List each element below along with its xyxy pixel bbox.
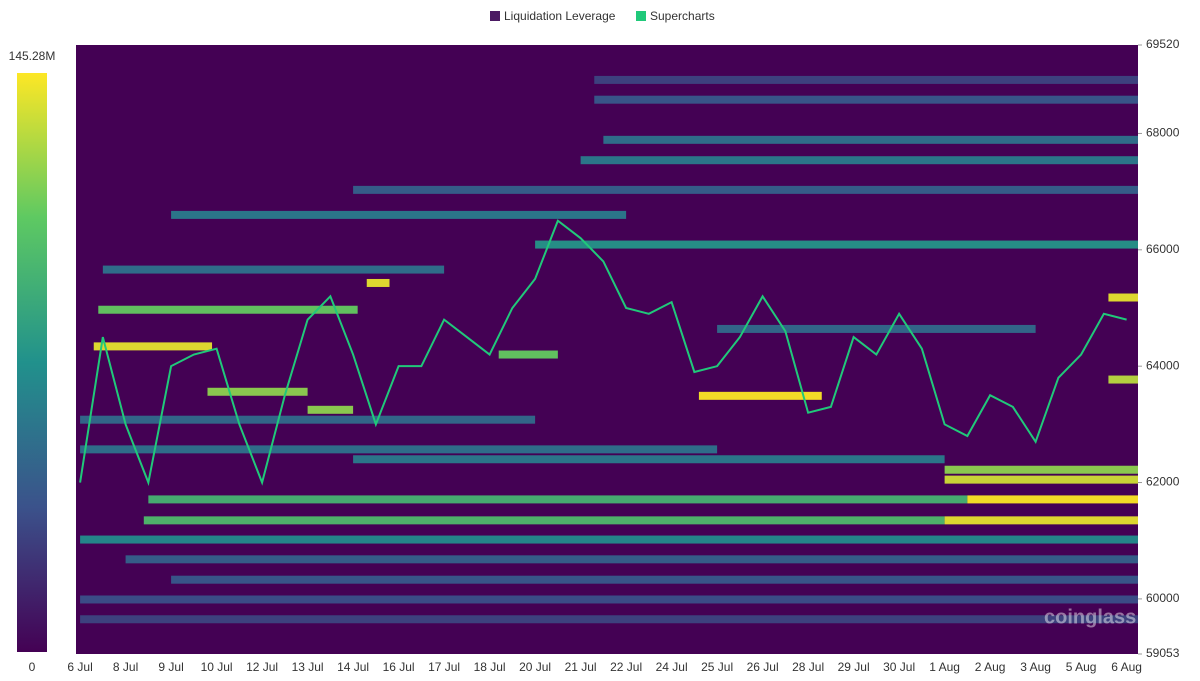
heat-band bbox=[143, 516, 945, 525]
x-tick-label: 8 Jul bbox=[113, 660, 138, 674]
x-tick-label: 30 Jul bbox=[883, 660, 915, 674]
heat-band bbox=[307, 405, 354, 414]
x-tick-label: 26 Jul bbox=[747, 660, 779, 674]
heat-band bbox=[353, 185, 1139, 194]
x-tick-label: 9 Jul bbox=[158, 660, 183, 674]
heat-band bbox=[171, 210, 627, 219]
legend-label: Liquidation Leverage bbox=[504, 9, 616, 23]
x-tick-label: 21 Jul bbox=[565, 660, 597, 674]
legend-swatch bbox=[636, 11, 646, 21]
y-tick-label: 68000 bbox=[1146, 126, 1180, 140]
heat-band bbox=[80, 535, 1139, 544]
x-tick-label: 13 Jul bbox=[292, 660, 324, 674]
heat-band bbox=[353, 455, 945, 464]
heat-band bbox=[967, 495, 1138, 504]
heat-band bbox=[93, 342, 213, 351]
legend-swatch bbox=[490, 11, 500, 21]
legend-label: Supercharts bbox=[650, 9, 715, 23]
x-tick-label: 6 Aug bbox=[1111, 660, 1142, 674]
colorbar-label: 0 bbox=[29, 660, 36, 674]
x-tick-label: 20 Jul bbox=[519, 660, 551, 674]
heat-band bbox=[207, 387, 308, 396]
heat-band bbox=[148, 495, 968, 504]
watermark: coinglass bbox=[1044, 606, 1136, 628]
heat-band bbox=[366, 278, 390, 287]
x-tick-label: 25 Jul bbox=[701, 660, 733, 674]
heat-band bbox=[125, 555, 1139, 564]
x-tick-label: 12 Jul bbox=[246, 660, 278, 674]
plot-background bbox=[76, 45, 1138, 654]
y-tick-label: 64000 bbox=[1146, 358, 1180, 372]
x-tick-label: 18 Jul bbox=[474, 660, 506, 674]
x-tick-label: 16 Jul bbox=[383, 660, 415, 674]
x-tick-label: 5 Aug bbox=[1066, 660, 1097, 674]
x-tick-label: 10 Jul bbox=[201, 660, 233, 674]
colorbar bbox=[17, 73, 47, 652]
x-tick-label: 1 Aug bbox=[929, 660, 960, 674]
heat-band bbox=[80, 445, 718, 454]
colorbar-label: 145.28M bbox=[9, 49, 56, 63]
x-tick-label: 24 Jul bbox=[656, 660, 688, 674]
heat-band bbox=[1108, 293, 1138, 302]
heat-band bbox=[944, 516, 1138, 525]
x-tick-label: 22 Jul bbox=[610, 660, 642, 674]
heat-band bbox=[603, 135, 1138, 144]
x-tick-label: 29 Jul bbox=[838, 660, 870, 674]
heat-band bbox=[535, 240, 1138, 249]
heat-band bbox=[944, 475, 1138, 484]
y-tick-label: 66000 bbox=[1146, 242, 1180, 256]
x-tick-label: 17 Jul bbox=[428, 660, 460, 674]
heat-band bbox=[80, 615, 1139, 624]
heat-band bbox=[98, 305, 358, 314]
price-line bbox=[79, 219, 1127, 487]
heat-band bbox=[944, 465, 1138, 474]
heat-band bbox=[594, 95, 1138, 104]
x-tick-label: 2 Aug bbox=[975, 660, 1006, 674]
heat-band bbox=[498, 350, 558, 359]
heat-band bbox=[580, 156, 1138, 165]
x-tick-label: 6 Jul bbox=[67, 660, 92, 674]
y-tick-label: 60000 bbox=[1146, 591, 1180, 605]
heat-band bbox=[102, 265, 445, 274]
y-tick-label: 69520 bbox=[1146, 37, 1180, 51]
x-tick-label: 14 Jul bbox=[337, 660, 369, 674]
heat-band bbox=[80, 415, 536, 424]
heat-band bbox=[717, 324, 1036, 333]
x-tick-label: 28 Jul bbox=[792, 660, 824, 674]
y-tick-label: 59053 bbox=[1146, 646, 1180, 660]
heat-band bbox=[698, 391, 822, 400]
heat-band bbox=[80, 595, 1139, 604]
heat-band bbox=[171, 575, 1139, 584]
heat-band bbox=[1108, 375, 1138, 384]
y-tick-label: 62000 bbox=[1146, 475, 1180, 489]
heat-band bbox=[594, 75, 1138, 84]
x-tick-label: 3 Aug bbox=[1020, 660, 1051, 674]
